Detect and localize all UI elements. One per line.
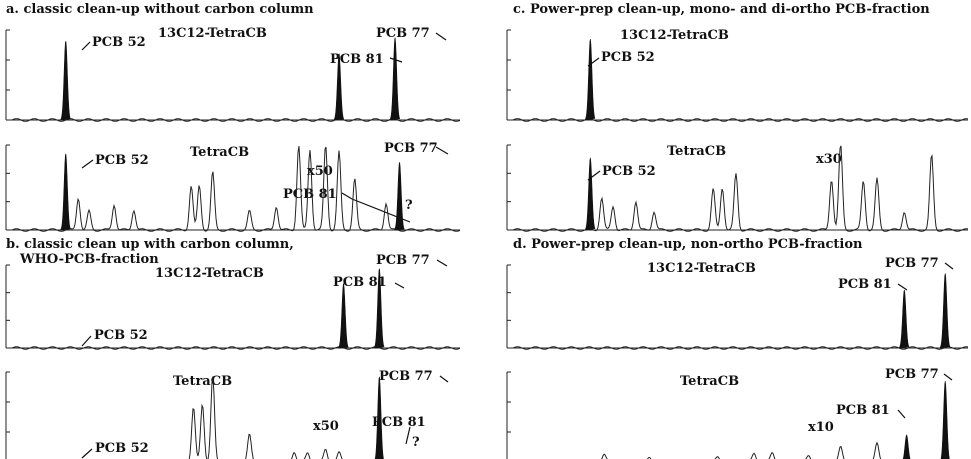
panel-b-unknown-mark: ? [412,435,420,450]
panel-d-title: d. Power-prep clean-up, non-ortho PCB-fr… [513,237,863,252]
label-c1-pcb52: PCB 52 [601,50,655,65]
label-a2-pcb77: PCB 77 [384,141,438,156]
chromatogram-b-internal-standard [5,264,461,350]
label-b2-pcb77: PCB 77 [379,369,433,384]
panel-c-trace2-label: TetraCB [667,144,726,159]
peak-pcb52 [585,39,596,121]
peak-pcb77 [940,381,950,459]
label-b2-pcb52: PCB 52 [95,441,149,456]
peak-pcb77 [394,162,405,231]
chromatogram-c-tetracb [506,144,969,232]
panel-a-trace1-label: 13C12-TetraCB [158,26,267,41]
panel-c-title: c. Power-prep clean-up, mono- and di-ort… [513,2,930,17]
signal-trace [601,441,882,459]
chromatogram-d-tetracb [506,371,950,459]
panel-a-trace2-label: TetraCB [190,145,249,160]
signal-trace [11,346,461,350]
label-a1-pcb81: PCB 81 [330,52,384,67]
peak-pcb52 [60,41,71,121]
chromatogram-a-internal-standard [5,29,461,122]
peak-pcb77 [940,273,951,349]
label-c2-pcb52: PCB 52 [602,164,656,179]
panel-c-trace1-label: 13C12-TetraCB [620,28,729,43]
panel-b-trace1-label: 13C12-TetraCB [155,266,264,281]
label-d2-pcb81: PCB 81 [836,403,890,418]
label-d1-pcb77: PCB 77 [885,256,939,271]
chromatogram-d-internal-standard [506,264,969,350]
leader-lines [81,32,954,459]
label-d2-pcb77: PCB 77 [885,367,939,382]
label-d1-pcb81: PCB 81 [838,277,892,292]
panel-a-title: a. classic clean-up without carbon colum… [6,2,314,17]
label-b2-pcb81: PCB 81 [372,415,426,430]
panel-b-zoom-label: x50 [313,419,339,434]
panel-b-title: b. classic clean up with carbon column, [6,237,294,252]
peak-pcb52 [585,157,596,231]
label-a1-pcb77: PCB 77 [376,26,430,41]
panel-b-trace2-label: TetraCB [173,374,232,389]
label-b1-pcb81: PCB 81 [333,275,387,290]
chromatogram-a-tetracb [5,144,461,232]
panel-d-zoom-label: x10 [808,420,834,435]
signal-trace [512,346,969,350]
peak-pcb77 [374,268,385,349]
signal-trace [11,146,461,232]
signal-trace [11,118,461,122]
label-a1-pcb52: PCB 52 [92,35,146,50]
peak-pcb52 [60,153,71,231]
panel-d-trace1-label: 13C12-TetraCB [647,261,756,276]
peak-pcb77 [389,37,401,121]
signal-trace [512,145,969,232]
panel-a-zoom-label: x50 [307,164,333,179]
peak-pcb81 [899,289,910,349]
panel-a-unknown-mark: ? [405,198,413,213]
label-b1-pcb52: PCB 52 [94,328,148,343]
peak-pcb81 [338,282,349,349]
peak-pcb81 [333,53,345,121]
panel-d-trace2-label: TetraCB [680,374,739,389]
chromatogram-c-internal-standard [506,29,969,122]
panel-c-zoom-label: x30 [816,152,842,167]
label-b1-pcb77: PCB 77 [376,253,430,268]
panel-b-subtitle: WHO-PCB-fraction [19,252,159,267]
peak-pcb77 [374,376,384,459]
label-a2-pcb52: PCB 52 [95,153,149,168]
peak-pcb81 [902,434,911,459]
chromatogram-b-tetracb [5,371,384,459]
